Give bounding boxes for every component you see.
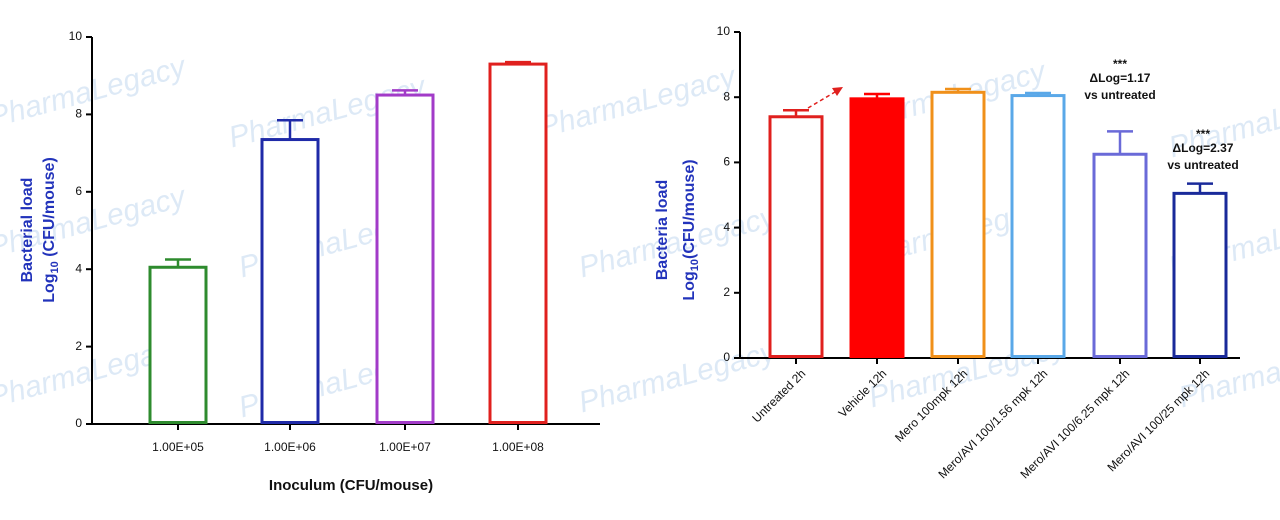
y-tick-label: 6 <box>723 155 730 169</box>
annotation: ΔLog=1.17 <box>1090 71 1151 85</box>
y-axis-title-part: Log <box>41 273 58 302</box>
bar <box>488 62 548 424</box>
bar <box>930 90 986 358</box>
y-axis-title: Log10 (CFU/mouse) <box>41 157 61 303</box>
y-tick-label: 0 <box>723 350 730 364</box>
trend-arrow-head <box>832 87 843 96</box>
bar <box>1092 152 1148 358</box>
watermark: PharmaLegacy <box>0 50 191 135</box>
y-axis-title-part: Log <box>681 271 698 300</box>
y-tick-label: 2 <box>723 285 730 299</box>
x-tick-label: 1.00E+07 <box>379 440 431 454</box>
y-axis-title: Bacteria load <box>654 180 671 280</box>
y-tick-label: 8 <box>75 107 82 121</box>
annotation: ΔLog=2.37 <box>1173 141 1234 155</box>
x-tick-label: 1.00E+06 <box>264 440 316 454</box>
bar <box>260 138 320 424</box>
bar <box>375 93 435 425</box>
x-tick-label: Untreated 2h <box>749 366 808 425</box>
y-axis-title-part: (CFU/mouse) <box>41 157 58 261</box>
y-tick-label: 0 <box>75 416 82 430</box>
bar <box>768 115 824 359</box>
annotation: *** <box>1113 57 1127 71</box>
watermark: PharmaLegacy <box>575 335 780 420</box>
x-axis-title: Inoculum (CFU/mouse) <box>269 477 433 494</box>
x-tick-label: 1.00E+05 <box>152 440 204 454</box>
y-tick-label: 2 <box>75 339 82 353</box>
annotation: vs untreated <box>1084 88 1155 102</box>
annotation: vs untreated <box>1167 158 1238 172</box>
trend-arrow <box>807 91 836 109</box>
y-tick-label: 6 <box>75 184 82 198</box>
y-axis-title-part: 10 <box>689 259 701 271</box>
y-tick-label: 10 <box>69 29 83 43</box>
bar <box>1010 94 1066 358</box>
watermark: PharmaLegacy <box>535 60 740 145</box>
bar <box>148 265 208 425</box>
watermark: PharmaLegacy <box>575 200 780 285</box>
bar <box>849 97 905 359</box>
x-tick-label: 1.00E+08 <box>492 440 544 454</box>
bar <box>1172 191 1228 358</box>
y-axis-title-part: (CFU/mouse) <box>681 159 698 259</box>
y-axis-title: Bacterial load <box>19 178 36 283</box>
y-tick-label: 4 <box>723 220 730 234</box>
y-tick-label: 8 <box>723 89 730 103</box>
y-axis-title-part: 10 <box>49 261 61 273</box>
y-tick-label: 4 <box>75 261 82 275</box>
y-axis-title: Log10(CFU/mouse) <box>681 159 701 300</box>
y-tick-label: 10 <box>717 24 731 38</box>
annotation: *** <box>1196 127 1210 141</box>
